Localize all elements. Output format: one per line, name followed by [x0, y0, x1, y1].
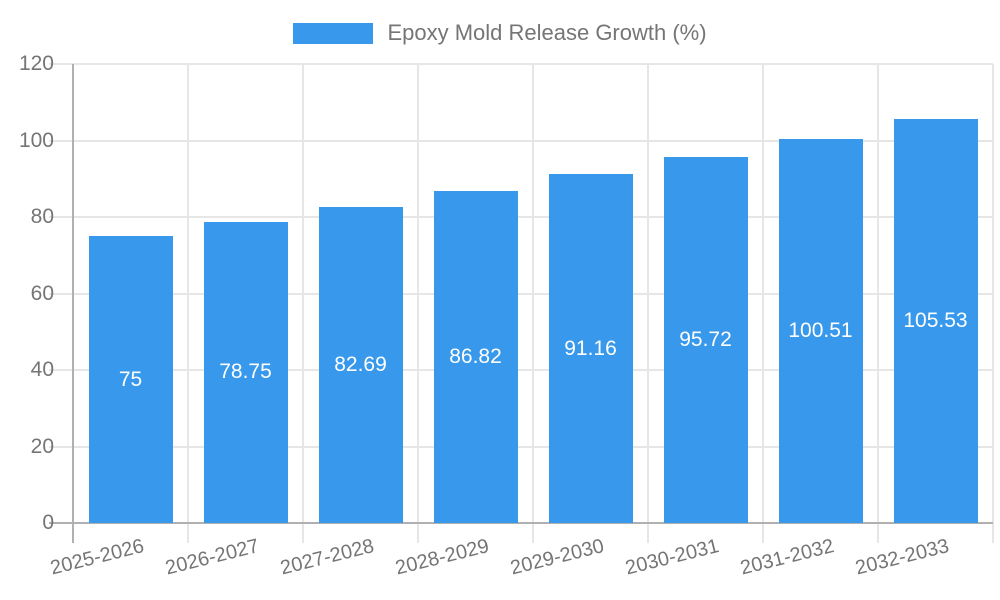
- bar-value-label: 78.75: [219, 360, 272, 384]
- bar[interactable]: [548, 174, 633, 523]
- bar[interactable]: [88, 236, 173, 523]
- x-gridline: [417, 64, 419, 523]
- bar-value-label: 95.72: [679, 327, 732, 351]
- x-tick: [417, 523, 419, 543]
- bar[interactable]: [893, 119, 978, 523]
- bar[interactable]: [203, 221, 288, 523]
- x-gridline: [647, 64, 649, 523]
- x-axis-line: [73, 522, 993, 524]
- legend-label: Epoxy Mold Release Growth (%): [387, 20, 707, 45]
- x-gridline: [532, 64, 534, 523]
- bar[interactable]: [663, 156, 748, 523]
- y-tick: [49, 522, 73, 524]
- y-tick-label: 0: [42, 511, 54, 534]
- y-gridline: [49, 293, 993, 295]
- y-gridline: [49, 446, 993, 448]
- x-gridline: [992, 64, 994, 523]
- y-tick-label: 60: [30, 282, 54, 305]
- x-gridline: [302, 64, 304, 523]
- y-tick-label: 80: [30, 205, 54, 228]
- bar[interactable]: [778, 138, 863, 523]
- x-tick: [992, 523, 994, 543]
- bar-value-label: 105.53: [903, 309, 968, 333]
- y-tick-label: 100: [18, 129, 54, 152]
- bar-value-label: 75: [118, 367, 143, 391]
- x-tick: [647, 523, 649, 543]
- x-tick: [877, 523, 879, 543]
- y-tick-label: 20: [30, 435, 54, 458]
- bar-value-label: 91.16: [564, 336, 617, 360]
- x-gridline: [762, 64, 764, 523]
- x-tick: [762, 523, 764, 543]
- x-tick: [187, 523, 189, 543]
- y-gridline: [49, 63, 993, 65]
- y-tick-label: 120: [18, 52, 54, 75]
- bar[interactable]: [318, 206, 403, 523]
- bar-value-label: 82.69: [334, 352, 387, 376]
- bar-value-label: 86.82: [449, 344, 502, 368]
- y-gridline: [49, 369, 993, 371]
- x-tick: [302, 523, 304, 543]
- y-tick-label: 40: [30, 358, 54, 381]
- x-gridline: [877, 64, 879, 523]
- x-tick: [532, 523, 534, 543]
- bar-value-label: 100.51: [788, 318, 853, 342]
- y-axis-line: [72, 64, 74, 543]
- legend-swatch: [293, 22, 374, 44]
- x-gridline: [187, 64, 189, 523]
- y-gridline: [49, 216, 993, 218]
- bar[interactable]: [433, 190, 518, 523]
- legend[interactable]: Epoxy Mold Release Growth (%): [0, 18, 1000, 48]
- y-gridline: [49, 140, 993, 142]
